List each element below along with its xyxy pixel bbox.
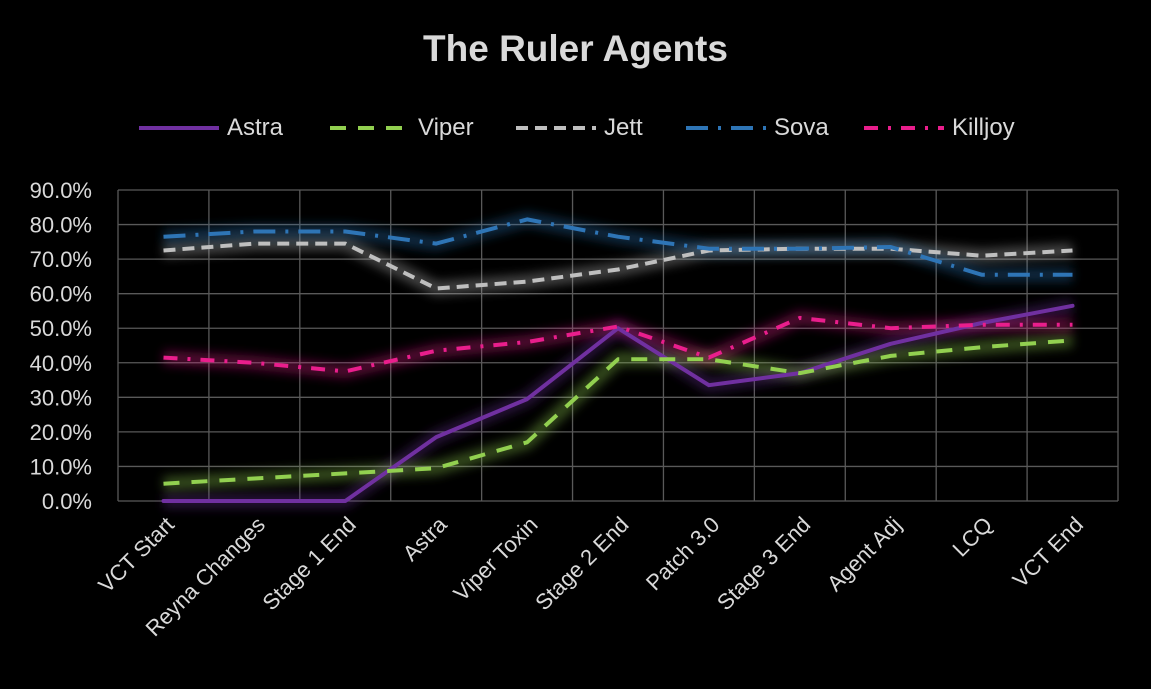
- data-point-jett: [434, 286, 438, 290]
- y-tick-label: 60.0%: [30, 282, 92, 307]
- x-tick-label: VCT Start: [93, 512, 179, 598]
- data-point-killjoy: [980, 323, 984, 327]
- data-point-killjoy: [161, 356, 165, 360]
- x-tick-label: Agent Adj: [822, 512, 906, 596]
- data-point-jett: [252, 242, 256, 246]
- y-tick-label: 80.0%: [30, 213, 92, 238]
- y-tick-label: 90.0%: [30, 178, 92, 203]
- data-point-viper: [525, 440, 529, 444]
- data-point-astra: [343, 499, 347, 503]
- data-point-jett: [616, 267, 620, 271]
- legend-label: Sova: [774, 114, 829, 141]
- data-point-sova: [161, 235, 165, 239]
- legend-item-viper: Viper: [328, 112, 474, 144]
- legend-item-sova: Sova: [684, 112, 829, 144]
- y-tick-label: 50.0%: [30, 316, 92, 341]
- x-tick-label: LCQ: [947, 512, 997, 562]
- y-tick-label: 20.0%: [30, 420, 92, 445]
- series-line-sova: [163, 217, 1073, 277]
- data-point-killjoy: [616, 324, 620, 328]
- legend-item-astra: Astra: [137, 112, 283, 144]
- data-point-sova: [434, 242, 438, 246]
- data-point-jett: [525, 280, 529, 284]
- legend-swatch: [139, 126, 219, 130]
- data-point-astra: [252, 499, 256, 503]
- legend-item-jett: Jett: [514, 112, 643, 144]
- legend-swatch: [516, 126, 596, 130]
- data-point-viper: [1071, 338, 1075, 342]
- y-tick-label: 0.0%: [42, 489, 92, 514]
- data-point-sova: [707, 247, 711, 251]
- data-point-killjoy: [525, 340, 529, 344]
- data-point-astra: [525, 397, 529, 401]
- y-tick-label: 30.0%: [30, 385, 92, 410]
- data-point-viper: [434, 466, 438, 470]
- data-point-killjoy: [252, 361, 256, 365]
- data-point-viper: [798, 371, 802, 375]
- data-point-sova: [343, 229, 347, 233]
- data-point-viper: [343, 471, 347, 475]
- data-point-killjoy: [343, 369, 347, 373]
- x-tick-label: VCT End: [1008, 512, 1089, 593]
- data-point-sova: [525, 217, 529, 221]
- data-point-astra: [707, 383, 711, 387]
- data-point-viper: [161, 482, 165, 486]
- y-tick-label: 40.0%: [30, 351, 92, 376]
- data-point-jett: [980, 254, 984, 258]
- data-point-sova: [980, 273, 984, 277]
- x-tick-label: Stage 1 End: [257, 512, 360, 615]
- series-lines: [161, 217, 1075, 503]
- data-point-viper: [616, 357, 620, 361]
- data-point-killjoy: [707, 356, 711, 360]
- legend-item-killjoy: Killjoy: [862, 112, 1015, 144]
- data-point-jett: [1071, 248, 1075, 252]
- data-point-killjoy: [798, 316, 802, 320]
- series-line-jett: [163, 241, 1073, 291]
- data-point-killjoy: [1071, 323, 1075, 327]
- series-line-killjoy: [163, 315, 1073, 374]
- data-point-sova: [616, 235, 620, 239]
- chart-title: The Ruler Agents: [423, 28, 728, 69]
- data-point-astra: [1071, 304, 1075, 308]
- data-point-sova: [889, 245, 893, 249]
- data-point-sova: [798, 247, 802, 251]
- data-point-viper: [252, 477, 256, 481]
- data-point-astra: [434, 435, 438, 439]
- x-tick-label: Stage 2 End: [530, 512, 633, 615]
- series-line-viper: [163, 338, 1073, 486]
- chart-legend: Astra Viper Jett Sova Killjoy: [0, 112, 1151, 144]
- data-point-viper: [980, 345, 984, 349]
- legend-label: Viper: [418, 114, 474, 141]
- legend-swatch: [864, 126, 944, 130]
- data-point-jett: [161, 248, 165, 252]
- data-point-sova: [1071, 273, 1075, 277]
- y-tick-label: 10.0%: [30, 454, 92, 479]
- x-tick-label: Stage 3 End: [712, 512, 815, 615]
- series-line-astra: [161, 303, 1075, 503]
- legend-label: Jett: [604, 114, 643, 141]
- x-tick-label: Astra: [398, 511, 453, 566]
- legend-label: Astra: [227, 114, 284, 141]
- y-tick-label: 70.0%: [30, 247, 92, 272]
- data-point-killjoy: [434, 349, 438, 353]
- data-point-astra: [161, 499, 165, 503]
- data-point-astra: [889, 342, 893, 346]
- x-tick-label: Viper Toxin: [449, 512, 543, 606]
- legend-swatch: [330, 126, 410, 130]
- data-point-sova: [252, 229, 256, 233]
- data-point-viper: [889, 354, 893, 358]
- legend-swatch: [686, 126, 766, 130]
- data-point-jett: [343, 242, 347, 246]
- legend-label: Killjoy: [952, 114, 1015, 141]
- x-tick-label: Patch 3.0: [641, 512, 724, 595]
- data-point-killjoy: [889, 326, 893, 330]
